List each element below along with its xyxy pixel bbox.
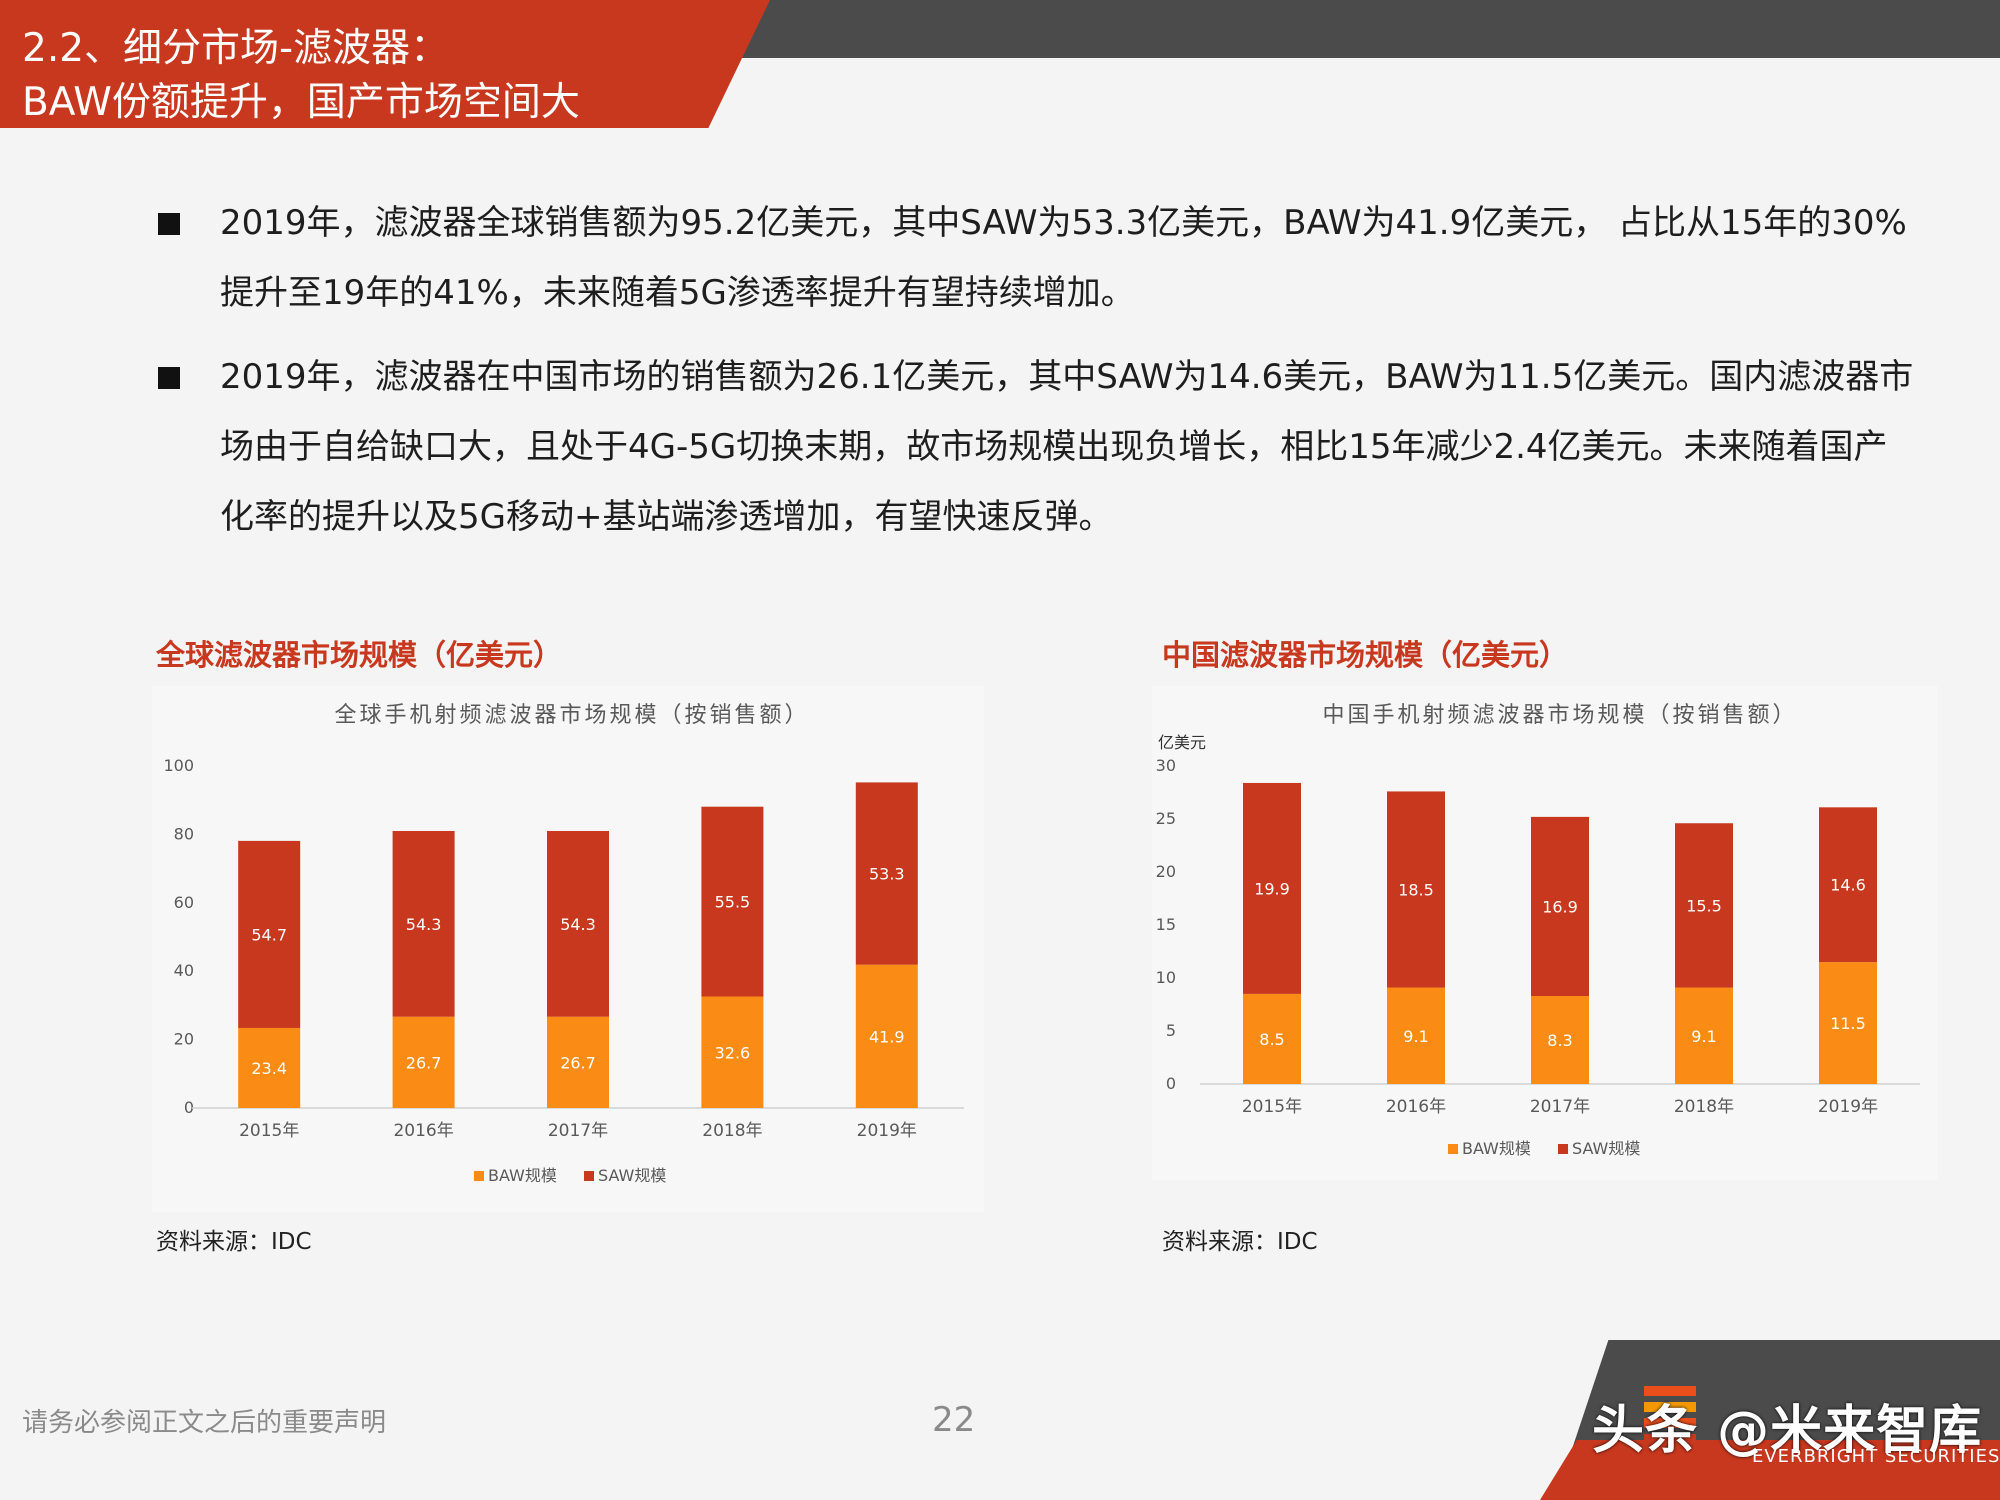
everbright-logo-icon [1644,1386,1696,1444]
data-label: 19.9 [1254,879,1290,898]
data-label: 32.6 [715,1043,751,1062]
y-tick-label: 5 [1166,1021,1176,1040]
china-chart-panel: 中国手机射频滤波器市场规模（按销售额） 亿美元 0 5 10 15 20 25 30 8.5 19.… [1152,686,1938,1180]
y-tick-label: 0 [184,1098,194,1117]
chart-title: 全球手机射频滤波器市场规模（按销售额） [334,703,809,728]
company-english-name: EVERBRIGHT SECURITIES [1752,1446,2000,1467]
data-label: 9.1 [1691,1027,1716,1046]
data-label: 14.6 [1830,876,1866,895]
bar-segment [1387,987,1445,1084]
square-bullet-icon [158,367,180,389]
bar-segment [701,806,764,997]
bar-segment [855,964,918,1108]
x-tick-label: 2018年 [1674,1097,1734,1117]
legend-label: SAW规模 [1572,1139,1640,1158]
legend-label: BAW规模 [488,1166,557,1185]
bar-segment [238,840,301,1028]
bar-segment [1819,962,1877,1084]
global-chart-panel: 全球手机射频滤波器市场规模（按销售额） 0 20 40 60 80 100 23.4 54.7 2… [152,686,984,1212]
y-tick-label: 20 [174,1030,194,1049]
bar-segment [1819,807,1877,963]
global-filter-chart: 全球手机射频滤波器市场规模（按销售额） 0 20 40 60 80 100 23.4 54.7 2… [163,703,964,1185]
bullet-item: 2019年，滤波器全球销售额为95.2亿美元，其中SAW为53.3亿美元，BAW… [158,188,1918,328]
x-tick-label: 2017年 [1530,1097,1590,1117]
y-tick-label: 60 [174,893,194,912]
bullet-text: 2019年，滤波器在中国市场的销售额为26.1亿美元，其中SAW为14.6美元，… [220,357,1914,537]
left-source: 资料来源：IDC [156,1229,312,1255]
x-tick-label: 2016年 [1386,1097,1446,1117]
bullet-item: 2019年，滤波器在中国市场的销售额为26.1亿美元，其中SAW为14.6美元，… [158,342,1918,552]
bar-segment [392,830,455,1017]
bar-segment [547,830,609,1017]
bar-segment [1531,996,1589,1084]
x-tick-label: 2019年 [1818,1097,1878,1117]
page-title-line2: BAW份额提升，国产市场空间大 [22,80,580,125]
data-label: 54.3 [560,915,596,934]
chart-title: 中国手机射频滤波器市场规模（按销售额） [1322,703,1797,728]
y-tick-label: 25 [1156,809,1176,828]
data-label: 41.9 [869,1027,905,1046]
disclaimer-note: 请务必参阅正文之后的重要声明 [22,1408,387,1438]
x-tick-label: 2017年 [548,1121,608,1141]
right-section-title: 中国滤波器市场规模（亿美元） [1162,638,1569,672]
data-label: 11.5 [1830,1014,1866,1033]
legend-swatch [1558,1144,1568,1154]
bar-segment [392,1016,455,1108]
data-label: 54.7 [251,925,287,944]
page-number: 22 [932,1400,976,1440]
legend-label: BAW规模 [1462,1139,1531,1158]
x-tick-label: 2015年 [239,1121,299,1141]
y-axis-unit-label: 亿美元 [1158,733,1206,752]
legend-swatch [584,1171,594,1181]
right-source: 资料来源：IDC [1162,1229,1318,1255]
bar-segment [238,1027,301,1108]
data-label: 8.5 [1259,1030,1284,1049]
x-tick-label: 2016年 [393,1121,453,1141]
bar-segment [547,1016,609,1108]
bar-segment [1243,782,1301,994]
data-label: 9.1 [1403,1027,1428,1046]
bar-segment [701,996,764,1108]
data-label: 15.5 [1686,896,1722,915]
bar-segment [1675,823,1733,988]
china-filter-chart: 中国手机射频滤波器市场规模（按销售额） 亿美元 0 5 10 15 20 25 30 8.5 19.… [1156,703,1920,1158]
data-label: 53.3 [869,865,905,884]
bar-segment [1531,816,1589,997]
data-label: 26.7 [560,1053,596,1072]
legend-label: SAW规模 [598,1166,666,1185]
y-tick-label: 40 [174,961,194,980]
y-tick-label: 10 [1156,968,1176,987]
y-tick-label: 80 [174,824,194,843]
square-bullet-icon [158,213,180,235]
legend-swatch [1448,1144,1458,1154]
data-label: 18.5 [1398,880,1434,899]
bar-segment [1675,987,1733,1084]
y-tick-label: 15 [1156,915,1176,934]
data-label: 23.4 [251,1059,287,1078]
bullet-text: 2019年，滤波器全球销售额为95.2亿美元，其中SAW为53.3亿美元，BAW… [220,203,1907,313]
legend-swatch [474,1171,484,1181]
y-tick-label: 100 [163,756,194,775]
footer-red-band [1540,1440,2000,1500]
y-tick-label: 30 [1156,756,1176,775]
left-section-title: 全球滤波器市场规模（亿美元） [156,638,563,672]
bar-segment [1243,993,1301,1084]
watermark-text: 头条 @米来智库 [1592,1401,1983,1461]
page-title-line1: 2.2、细分市场-滤波器： [22,26,450,71]
data-label: 54.3 [406,915,442,934]
data-label: 55.5 [715,893,751,912]
bar-segment [855,782,918,965]
x-tick-label: 2015年 [1242,1097,1302,1117]
y-tick-label: 20 [1156,862,1176,881]
data-label: 8.3 [1547,1031,1572,1050]
data-label: 26.7 [406,1053,442,1072]
header-red-band [0,0,770,128]
page-title: 2.2、细分市场-滤波器： BAW份额提升，国产市场空间大 [22,22,722,130]
bullet-list: 2019年，滤波器全球销售额为95.2亿美元，其中SAW为53.3亿美元，BAW… [158,188,1918,566]
x-tick-label: 2019年 [857,1121,917,1141]
bar-segment [1387,791,1445,988]
data-label: 16.9 [1542,897,1578,916]
y-tick-label: 0 [1166,1074,1176,1093]
x-tick-label: 2018年 [702,1121,762,1141]
